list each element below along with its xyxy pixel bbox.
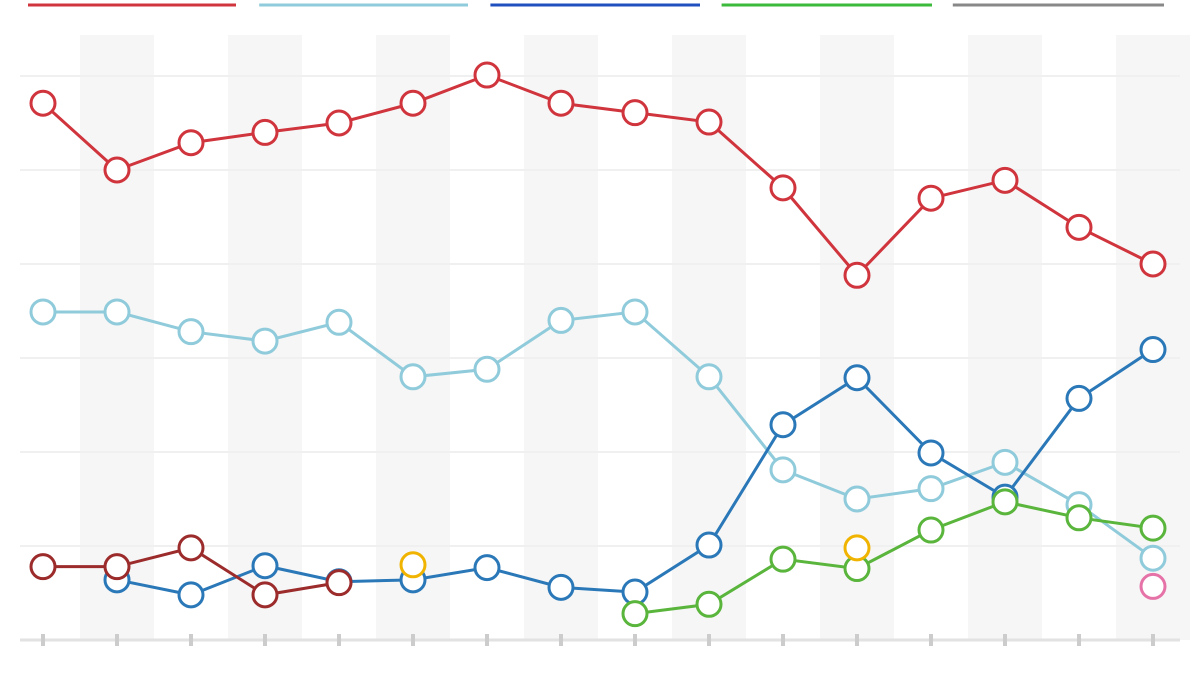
data-point [621, 298, 649, 326]
background-band [80, 35, 154, 640]
data-point [695, 363, 723, 391]
data-point [1139, 250, 1167, 278]
data-point [29, 89, 57, 117]
data-point [991, 448, 1019, 476]
data-point [473, 554, 501, 582]
data-point [843, 364, 871, 392]
series [29, 61, 1167, 289]
data-point [251, 552, 279, 580]
data-point [399, 89, 427, 117]
series [1139, 572, 1167, 600]
data-point [1139, 572, 1167, 600]
data-point [991, 166, 1019, 194]
data-point [325, 308, 353, 336]
data-point [103, 156, 131, 184]
data-point [29, 553, 57, 581]
data-point [1065, 213, 1093, 241]
data-point [621, 600, 649, 628]
series-line [41, 73, 1154, 278]
data-point [843, 485, 871, 513]
data-point [177, 318, 205, 346]
background-band [376, 35, 450, 640]
data-point [177, 534, 205, 562]
data-point [473, 61, 501, 89]
series [399, 534, 871, 579]
data-point [177, 129, 205, 157]
data-point [769, 411, 797, 439]
data-point [917, 439, 945, 467]
data-point [843, 534, 871, 562]
series [621, 488, 1167, 628]
series [29, 534, 353, 609]
data-point [695, 590, 723, 618]
data-point [769, 174, 797, 202]
data-point [769, 456, 797, 484]
data-point [399, 363, 427, 391]
data-point [843, 261, 871, 289]
data-point [1065, 384, 1093, 412]
data-point [103, 553, 131, 581]
data-point [251, 581, 279, 609]
data-point [1139, 544, 1167, 572]
data-point [695, 531, 723, 559]
data-point [251, 118, 279, 146]
data-point [917, 184, 945, 212]
data-point [325, 109, 353, 137]
data-point [325, 569, 353, 597]
data-point [251, 327, 279, 355]
data-point [695, 108, 723, 136]
data-point [1065, 504, 1093, 532]
data-point [547, 573, 575, 601]
data-point [991, 488, 1019, 516]
data-point [547, 89, 575, 117]
data-point [547, 306, 575, 334]
data-point [473, 355, 501, 383]
data-point [1139, 336, 1167, 364]
data-point [103, 298, 131, 326]
data-point [917, 516, 945, 544]
data-point [399, 551, 427, 579]
data-point [29, 298, 57, 326]
data-point [621, 99, 649, 127]
background-band [968, 35, 1042, 640]
data-point [769, 545, 797, 573]
data-point [1139, 514, 1167, 542]
data-point [917, 475, 945, 503]
data-point [177, 581, 205, 609]
